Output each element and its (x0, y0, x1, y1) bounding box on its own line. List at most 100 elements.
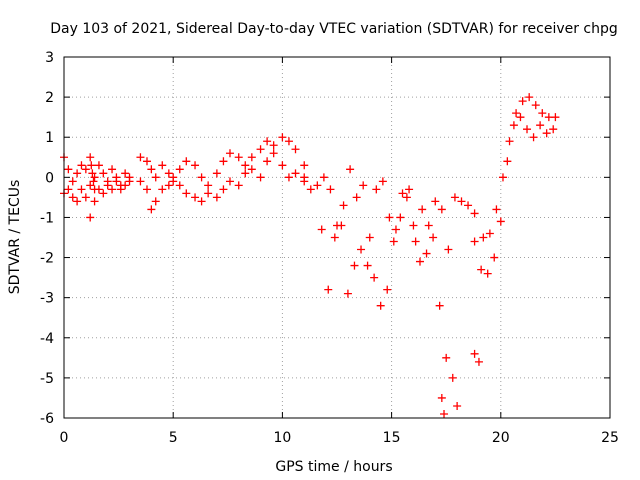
data-point-marker (470, 209, 479, 218)
data-point-marker (151, 173, 160, 182)
chart-title: Day 103 of 2021, Sidereal Day-to-day VTE… (50, 21, 618, 37)
y-tick-label: 2 (45, 90, 54, 106)
data-point-marker (212, 169, 221, 178)
y-tick-label: -4 (40, 331, 54, 347)
data-point-marker (525, 93, 534, 102)
data-point-marker (503, 157, 512, 166)
y-tick-label: 3 (45, 50, 54, 66)
data-point-marker (326, 185, 335, 194)
y-tick-label: 1 (45, 130, 54, 146)
data-point-marker (204, 189, 213, 198)
data-point-marker (68, 177, 77, 186)
data-point-marker (490, 253, 499, 262)
data-point-marker (429, 233, 438, 242)
series-track-f (300, 165, 479, 254)
data-point-marker (164, 181, 173, 190)
data-point-marker (225, 149, 234, 158)
data-point-marker (300, 161, 309, 170)
series-track-g (317, 193, 462, 410)
data-point-marker (108, 185, 117, 194)
data-point-marker (278, 161, 287, 170)
data-point-marker (324, 285, 333, 294)
data-point-marker (339, 201, 348, 210)
data-point-marker (538, 109, 547, 118)
data-point-marker (112, 177, 121, 186)
x-axis-ticks: 0 5 10 15 20 25 (60, 57, 619, 446)
data-point-marker (256, 145, 265, 154)
series-track-h (437, 393, 449, 418)
data-point-marker (219, 157, 228, 166)
data-point-marker (77, 185, 86, 194)
data-point-marker (440, 409, 449, 418)
data-point-marker (313, 181, 322, 190)
data-point-marker (378, 177, 387, 186)
data-point-marker (234, 153, 243, 162)
data-point-marker (437, 393, 446, 402)
data-point-marker (116, 185, 125, 194)
data-point-marker (418, 205, 427, 214)
data-point-marker (359, 181, 368, 190)
series-track-e (136, 149, 309, 214)
data-point-marker (370, 273, 379, 282)
data-point-marker (450, 193, 459, 202)
data-point-marker (64, 185, 73, 194)
y-tick-label: -3 (40, 291, 54, 307)
data-point-marker (431, 197, 440, 206)
data-point-marker (73, 197, 82, 206)
data-point-marker (94, 161, 103, 170)
data-point-marker (191, 161, 200, 170)
data-point-marker (204, 181, 213, 190)
data-point-marker (68, 193, 77, 202)
plot-frame (63, 56, 611, 419)
data-point-marker (73, 169, 82, 178)
data-point-marker (90, 173, 99, 182)
data-point-marker (77, 161, 86, 170)
data-point-marker (99, 189, 108, 198)
data-point-marker (523, 125, 532, 134)
data-point-marker (483, 269, 492, 278)
data-point-marker (337, 221, 346, 230)
data-point-marker (346, 165, 355, 174)
data-point-marker (142, 185, 151, 194)
data-point-marker (402, 193, 411, 202)
data-point-marker (437, 205, 446, 214)
data-point-marker (470, 349, 479, 358)
data-point-marker (175, 165, 184, 174)
data-point-marker (197, 173, 206, 182)
data-points (60, 93, 560, 418)
data-point-marker (383, 285, 392, 294)
data-point-marker (64, 165, 73, 174)
y-tick-label: -2 (40, 251, 54, 267)
data-point-marker (263, 137, 272, 146)
grid-lines (64, 57, 610, 418)
data-point-marker (284, 137, 293, 146)
data-point-marker (99, 169, 108, 178)
data-point-marker (86, 181, 95, 190)
data-point-marker (405, 185, 414, 194)
data-point-marker (391, 225, 400, 234)
data-point-marker (136, 177, 145, 186)
data-point-marker (512, 109, 521, 118)
data-point-marker (536, 121, 545, 130)
data-point-marker (87, 161, 96, 170)
data-point-marker (158, 161, 167, 170)
data-point-marker (278, 133, 287, 142)
data-point-marker (330, 233, 339, 242)
data-point-marker (191, 193, 200, 202)
data-point-marker (529, 133, 538, 142)
y-tick-label: 0 (45, 170, 54, 186)
data-point-marker (108, 165, 117, 174)
data-point-marker (136, 153, 145, 162)
data-point-marker (263, 157, 272, 166)
x-tick-label: 10 (273, 430, 291, 446)
series-track-b (60, 177, 134, 222)
data-point-marker (516, 113, 525, 122)
data-point-marker (357, 245, 366, 254)
data-point-marker (256, 173, 265, 182)
data-point-marker (376, 301, 385, 310)
x-tick-label: 0 (60, 430, 69, 446)
data-point-marker (319, 173, 328, 182)
data-point-marker (175, 181, 184, 190)
data-point-marker (158, 185, 167, 194)
data-point-marker (485, 229, 494, 238)
